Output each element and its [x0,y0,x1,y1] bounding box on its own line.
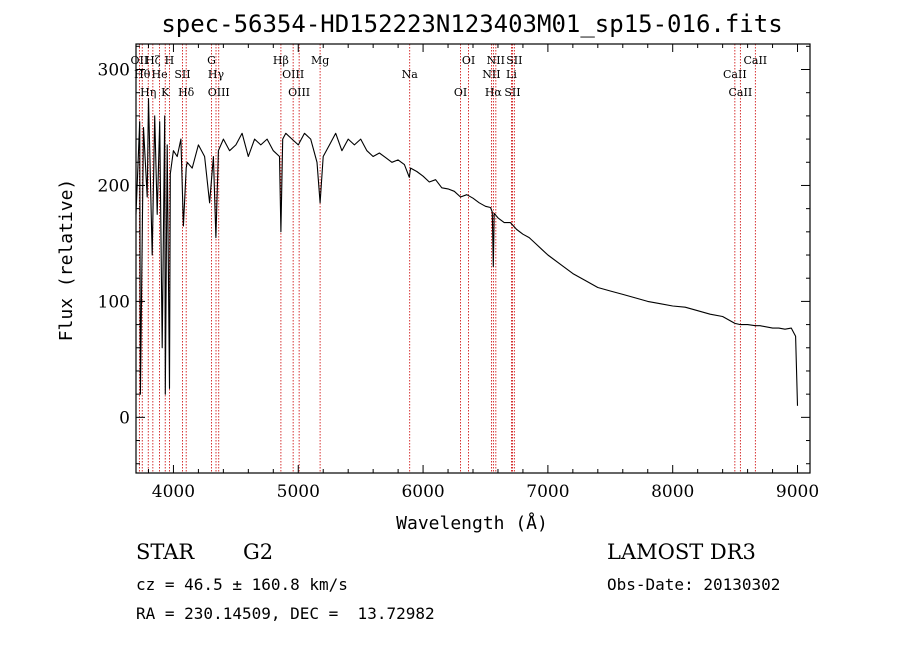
chart-title: spec-56354-HD152223N123403M01_sp15-016.f… [161,10,782,38]
line-marker-layer [138,44,756,473]
line-marker-label: OIII [208,86,230,99]
survey-name: LAMOST DR3 [607,540,756,564]
y-tick-label: 100 [98,292,130,312]
line-marker-label: NII [482,68,500,81]
tick-layer: 4000 5000 6000 7000 8000 9000 0 100 200 300 [98,44,819,502]
line-marker-label: Hδ [178,86,195,99]
line-marker-label: CaII [723,68,747,81]
annotation-layer: OIIHθHηHζHeKHSIIHδGHγOIIIHβOIIIOIIIMgNaO… [131,54,768,99]
line-marker-label: Hθ [134,68,151,81]
line-marker-label: Hα [485,86,503,99]
line-marker-label: SII [504,86,520,99]
line-marker-label: SII [174,68,190,81]
y-tick-label: 0 [119,408,130,428]
line-marker-label: He [152,68,168,81]
line-marker-label: Hη [140,86,156,99]
line-marker-label: Na [402,68,419,81]
line-marker-label: SII [506,54,522,67]
y-axis-label: Flux (relative) [56,179,77,342]
line-marker-label: OI [462,54,475,67]
line-marker-label: G [207,54,216,67]
obs-date-text: Obs-Date: 20130302 [607,575,781,594]
x-tick-label: 8000 [651,482,694,502]
line-marker-label: OIII [282,68,304,81]
series-layer [135,97,799,406]
x-tick-label: 4000 [152,482,195,502]
object-subclass: G2 [243,540,274,564]
x-tick-label: 6000 [401,482,444,502]
line-marker-label: Hζ [145,54,161,67]
x-axis-label: Wavelength (Å) [396,512,548,534]
x-tick-label: 7000 [526,482,569,502]
line-marker-label: NII [487,54,505,67]
x-tick-label: 5000 [277,482,320,502]
coordinates-text: RA = 230.14509, DEC = 13.72982 [136,604,435,623]
line-marker-label: OII [131,54,149,67]
line-marker-label: K [161,86,170,99]
spectrum-series-line [135,97,799,406]
y-tick-label: 200 [98,176,130,196]
plot-frame [135,43,811,474]
line-marker-label: OIII [288,86,310,99]
line-marker-label: Mg [311,54,329,67]
line-marker-label: Hγ [208,68,225,81]
line-marker-label: OI [454,86,467,99]
line-marker-label: CaII [729,86,753,99]
redshift-text: cz = 46.5 ± 160.8 km/s [136,575,348,594]
y-tick-label: 300 [98,61,130,81]
line-marker-label: Hβ [273,54,289,67]
line-marker-label: CaII [743,54,767,67]
line-marker-label: H [165,54,175,67]
line-marker-label: Li [506,68,517,81]
object-class: STAR [136,540,195,564]
x-tick-label: 9000 [776,482,819,502]
